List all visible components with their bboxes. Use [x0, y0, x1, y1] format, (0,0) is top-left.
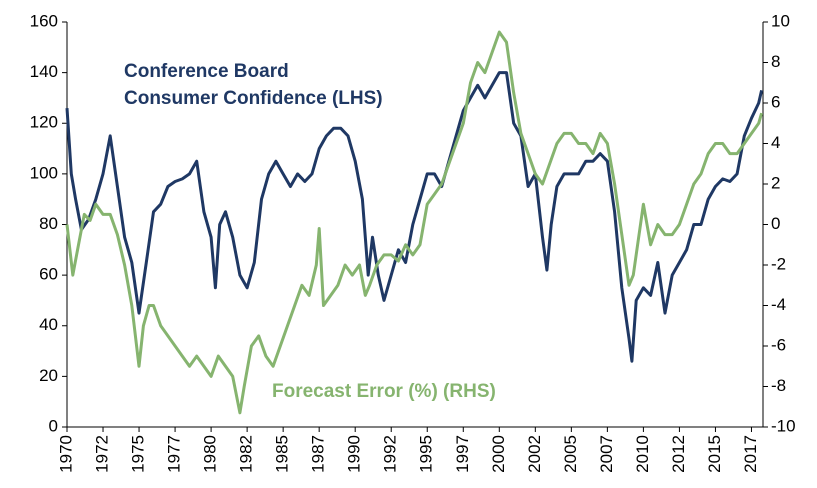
- y-tick-label: 80: [39, 214, 58, 233]
- y-tick-label: 140: [30, 62, 58, 81]
- x-tick-label: 1990: [345, 435, 364, 473]
- y2-tick-label: -2: [771, 254, 786, 273]
- x-tick-label: 1987: [309, 435, 328, 473]
- y2-tick-label: -4: [771, 295, 786, 314]
- x-tick-label: 1975: [129, 435, 148, 473]
- y2-tick-label: 4: [771, 133, 780, 152]
- y2-tick-label: -8: [771, 376, 786, 395]
- x-tick-label: 1995: [417, 435, 436, 473]
- x-tick-label: 2012: [669, 435, 688, 473]
- x-tick-label: 1972: [93, 435, 112, 473]
- x-tick-label: 1982: [237, 435, 256, 473]
- x-tick-label: 2002: [525, 435, 544, 473]
- series-label: Conference Board Consumer Confidence (LH…: [124, 61, 383, 109]
- x-tick-label: 2010: [633, 435, 652, 473]
- x-tick-label: 2005: [561, 435, 580, 473]
- y-tick-label: 40: [39, 315, 58, 334]
- y2-tick-label: 10: [771, 11, 790, 30]
- y2-tick-label: -10: [771, 416, 796, 435]
- series-line: [65, 30, 764, 415]
- x-tick-label: 1977: [165, 435, 184, 473]
- y2-tick-label: -6: [771, 335, 786, 354]
- y2-tick-label: 0: [771, 214, 780, 233]
- x-tick-label: 1980: [201, 435, 220, 473]
- y2-tick-label: 6: [771, 92, 780, 111]
- y-tick-label: 0: [49, 416, 58, 435]
- x-tick-label: 2017: [741, 435, 760, 473]
- y-tick-label: 100: [30, 163, 58, 182]
- y-tick-label: 60: [39, 265, 58, 284]
- series-line: [65, 71, 764, 363]
- x-tick-label: 1970: [56, 435, 75, 473]
- x-tick-label: 2015: [705, 435, 724, 473]
- y-tick-label: 20: [39, 366, 58, 385]
- x-tick-label: 1985: [273, 435, 292, 473]
- y2-tick-label: 8: [771, 52, 780, 71]
- x-tick-label: 2000: [489, 435, 508, 473]
- x-tick-label: 2007: [597, 435, 616, 473]
- y-tick-label: 160: [30, 11, 58, 30]
- series-label: Forecast Error (%) (RHS): [272, 381, 496, 402]
- y2-tick-label: 2: [771, 173, 780, 192]
- x-tick-label: 1997: [453, 435, 472, 473]
- y-tick-label: 120: [30, 113, 58, 132]
- x-tick-label: 1992: [381, 435, 400, 473]
